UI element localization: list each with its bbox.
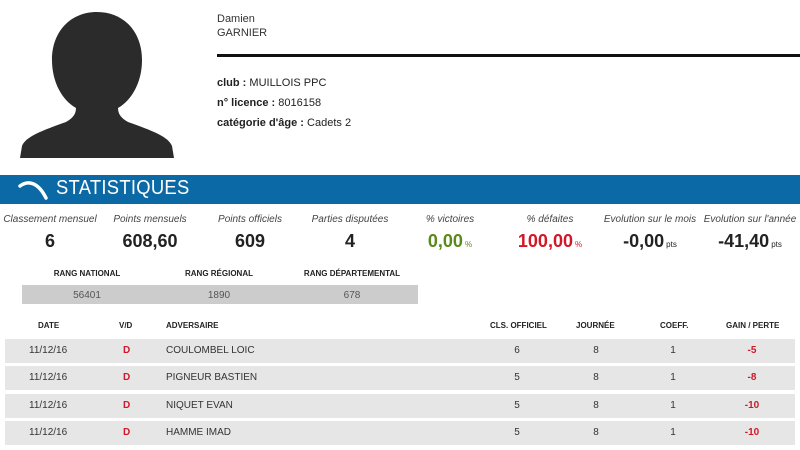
category-label: catégorie d'âge :	[217, 117, 304, 129]
row-cls: 5	[514, 372, 520, 383]
row-cls: 5	[514, 400, 520, 411]
stat-label: % défaites	[526, 214, 574, 225]
table-row[interactable]: 11/12/16 D NIQUET EVAN 5 8 1 -10	[5, 394, 795, 418]
stat-label: Evolution sur l'année	[703, 214, 797, 225]
stat-value: 100,00%	[517, 231, 583, 251]
stat-label: Evolution sur le mois	[603, 214, 697, 225]
licence-label: n° licence :	[217, 97, 276, 109]
stat-points-mensuels: Points mensuels 608,60	[100, 214, 200, 252]
row-cls: 5	[514, 427, 520, 438]
row-journee: 8	[593, 345, 599, 356]
col-header-vd: V/D	[119, 321, 133, 330]
stat-label: Parties disputées	[311, 214, 389, 225]
row-date: 11/12/16	[29, 345, 68, 356]
row-adversaire: NIQUET EVAN	[166, 400, 233, 411]
stat-value: -0,00 pts	[623, 231, 677, 251]
stat-label: Points mensuels	[113, 214, 187, 225]
row-coeff: 1	[670, 400, 676, 411]
last-name: GARNIER	[217, 27, 268, 39]
col-header-gain: GAIN / PERTE	[726, 321, 780, 330]
stat-parties-disputees: Parties disputées 4	[300, 214, 400, 252]
row-gain: -10	[744, 427, 760, 438]
row-journee: 8	[593, 372, 599, 383]
stat-label: Points officiels	[218, 214, 282, 225]
rank-departemental-value: 678	[343, 290, 361, 301]
table-row[interactable]: 11/12/16 D PIGNEUR BASTIEN 5 8 1 -8	[5, 366, 795, 390]
rank-regional-label: RANG RÉGIONAL	[185, 269, 253, 278]
row-adversaire: COULOMBEL LOIC	[166, 345, 255, 356]
row-vd: D	[123, 345, 131, 356]
stat-pct-victoires: % victoires 0,00%	[400, 214, 500, 252]
rank-departemental-label: RANG DÉPARTEMENTAL	[303, 269, 401, 278]
row-adversaire: HAMME IMAD	[166, 427, 231, 438]
row-coeff: 1	[670, 427, 676, 438]
stat-evolution-annee: Evolution sur l'année -41,40 pts	[700, 214, 800, 252]
row-coeff: 1	[670, 372, 676, 383]
col-header-adversaire: ADVERSAIRE	[166, 321, 219, 330]
user-silhouette-icon	[20, 12, 174, 158]
col-header-date: DATE	[38, 321, 60, 330]
licence-value: 8016158	[278, 97, 322, 109]
stat-value: 0,00%	[427, 231, 473, 251]
row-gain: -8	[747, 372, 757, 383]
club-value: MUILLOIS PPC	[249, 77, 327, 89]
first-name: Damien	[217, 13, 255, 25]
section-title: STATISTIQUES	[56, 177, 190, 199]
stat-value: 4	[344, 231, 355, 251]
club-info: club : MUILLOIS PPC	[217, 77, 326, 89]
swoosh-icon	[18, 181, 48, 200]
row-vd: D	[123, 427, 131, 438]
col-header-cls: CLS. OFFICIEL	[490, 321, 547, 330]
stat-value: 608,60	[122, 231, 178, 251]
category-info: catégorie d'âge : Cadets 2	[217, 117, 351, 129]
table-row[interactable]: 11/12/16 D COULOMBEL LOIC 6 8 1 -5	[5, 339, 795, 363]
table-row[interactable]: 11/12/16 D HAMME IMAD 5 8 1 -10	[5, 421, 795, 445]
rank-national-value: 56401	[73, 290, 101, 301]
row-vd: D	[123, 400, 131, 411]
stat-value: -41,40 pts	[718, 231, 782, 251]
rank-national-label: RANG NATIONAL	[53, 269, 121, 278]
stat-classement-mensuel: Classement mensuel 6	[0, 214, 100, 252]
row-cls: 6	[514, 345, 520, 356]
stat-label: % victoires	[425, 214, 475, 225]
row-coeff: 1	[670, 345, 676, 356]
col-header-journee: JOURNÉE	[576, 321, 615, 330]
stat-value: 609	[234, 231, 266, 251]
name-divider	[217, 54, 800, 57]
row-gain: -10	[744, 400, 760, 411]
row-adversaire: PIGNEUR BASTIEN	[166, 372, 258, 383]
row-vd: D	[123, 372, 131, 383]
stat-value: 6	[44, 231, 55, 251]
row-gain: -5	[747, 345, 757, 356]
row-journee: 8	[593, 400, 599, 411]
rank-bar	[22, 285, 418, 304]
section-banner: STATISTIQUES	[0, 175, 800, 204]
row-date: 11/12/16	[29, 427, 68, 438]
category-value: Cadets 2	[307, 117, 352, 129]
club-label: club :	[217, 77, 247, 89]
stat-points-officiels: Points officiels 609	[200, 214, 300, 252]
stat-evolution-mois: Evolution sur le mois -0,00 pts	[600, 214, 700, 252]
row-date: 11/12/16	[29, 372, 68, 383]
stat-pct-defaites: % défaites 100,00%	[500, 214, 600, 252]
rank-regional-value: 1890	[207, 290, 231, 301]
licence-info: n° licence : 8016158	[217, 97, 321, 109]
row-date: 11/12/16	[29, 400, 68, 411]
row-journee: 8	[593, 427, 599, 438]
stat-label: Classement mensuel	[3, 214, 97, 225]
col-header-coeff: COEFF.	[660, 321, 689, 330]
